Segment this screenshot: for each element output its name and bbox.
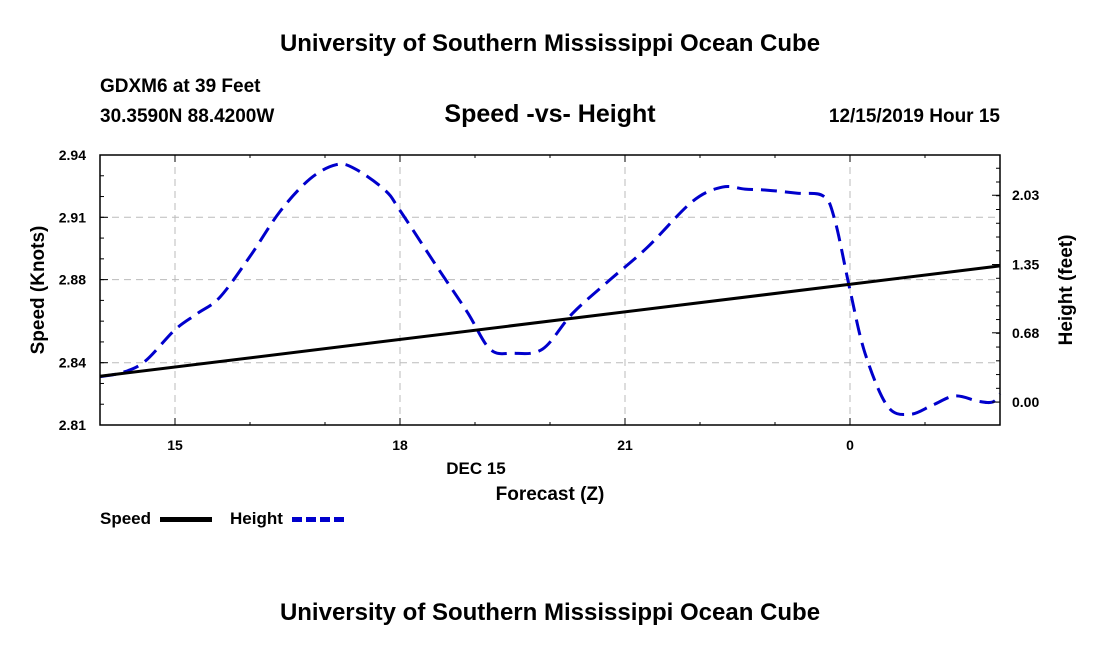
x-tick-label: 15 xyxy=(167,437,183,453)
datetime-label: 12/15/2019 Hour 15 xyxy=(828,106,1000,127)
coordinates-label: 30.3590N 88.4200W xyxy=(100,106,275,127)
grid-layer xyxy=(100,155,1000,425)
x-axis-date-label: DEC 15 xyxy=(446,459,506,478)
y2-tick-label: 1.35 xyxy=(1012,257,1039,273)
x-tick-label: 21 xyxy=(617,437,633,453)
y-tick-label: 2.88 xyxy=(59,272,86,288)
legend-speed-swatch xyxy=(160,517,212,522)
legend-height-label: Height xyxy=(230,509,283,528)
y2-tick-label: 2.03 xyxy=(1012,187,1039,203)
y-tick-label: 2.81 xyxy=(59,417,86,433)
y-tick-label: 2.91 xyxy=(59,209,86,225)
plot-frame xyxy=(99,154,1001,426)
legend-height-swatch xyxy=(292,517,344,522)
station-label: GDXM6 at 39 Feet xyxy=(100,76,261,97)
y2-tick-label: 0.00 xyxy=(1012,394,1039,410)
x-tick-label: 18 xyxy=(392,437,408,453)
axis-layer: 15 18 21 0 2.81 2.84 2.88 2.91 2.94 0.00 0.68 1.35 2… xyxy=(59,147,1040,453)
chart-subtitle: Speed -vs- Height xyxy=(444,100,656,128)
height-series-line xyxy=(99,162,1002,417)
bottom-title: University of Southern Mississippi Ocean… xyxy=(279,599,821,626)
speed-series-line xyxy=(99,264,1001,378)
series-layer xyxy=(99,162,1002,417)
top-title: University of Southern Mississippi Ocean… xyxy=(279,30,821,57)
x-axis-label: Forecast (Z) xyxy=(496,484,605,505)
y-tick-label: 2.94 xyxy=(59,147,86,163)
x-tick-label: 0 xyxy=(846,437,854,453)
y-tick-label: 2.84 xyxy=(59,355,86,371)
y2-tick-label: 0.68 xyxy=(1012,325,1039,341)
y-axis-label: Speed (Knots) xyxy=(28,226,49,355)
legend-speed-label: Speed xyxy=(100,509,152,528)
y2-axis-label: Height (feet) xyxy=(1056,235,1077,346)
